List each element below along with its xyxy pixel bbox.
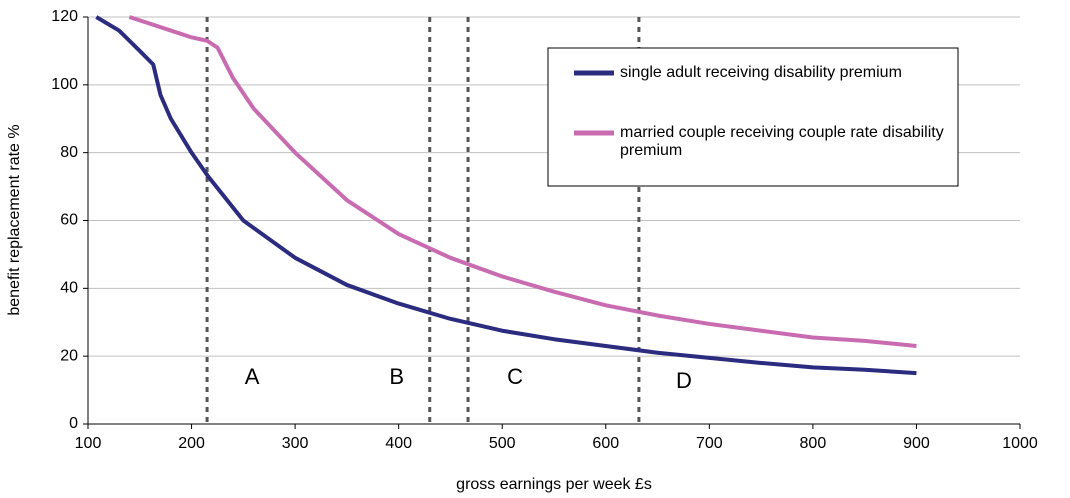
region-label: C: [507, 364, 523, 389]
region-label: B: [389, 364, 404, 389]
x-tick-label: 100: [75, 435, 102, 452]
x-tick-label: 1000: [1002, 435, 1038, 452]
region-label: D: [676, 368, 692, 393]
x-tick-label: 400: [385, 435, 412, 452]
x-tick-label: 800: [800, 435, 827, 452]
y-tick-label: 0: [69, 415, 78, 432]
legend-label: single adult receiving disability premiu…: [620, 64, 902, 81]
legend-label: married couple receiving couple rate dis…: [620, 124, 944, 159]
y-tick-label: 100: [51, 76, 78, 93]
x-axis-label: gross earnings per week £s: [456, 476, 652, 493]
x-tick-label: 600: [592, 435, 619, 452]
data-line: [95, 15, 917, 376]
legend: single adult receiving disability premiu…: [547, 47, 959, 187]
y-tick-label: 120: [51, 8, 78, 25]
x-tick-label: 900: [903, 435, 930, 452]
y-tick-label: 20: [60, 347, 78, 364]
region-label: A: [245, 364, 260, 389]
x-tick-label: 300: [282, 435, 309, 452]
y-tick-label: 80: [60, 144, 78, 161]
x-tick-label: 500: [489, 435, 516, 452]
y-axis-label: benefit replacement rate %: [6, 124, 23, 315]
x-tick-label: 700: [696, 435, 723, 452]
y-tick-label: 40: [60, 280, 78, 297]
x-tick-label: 200: [178, 435, 205, 452]
legend-line: premium: [620, 142, 682, 159]
data-line: [128, 15, 917, 348]
legend-box: [547, 47, 959, 187]
legend-line: married couple receiving couple rate dis…: [620, 124, 944, 141]
y-tick-label: 60: [60, 212, 78, 229]
